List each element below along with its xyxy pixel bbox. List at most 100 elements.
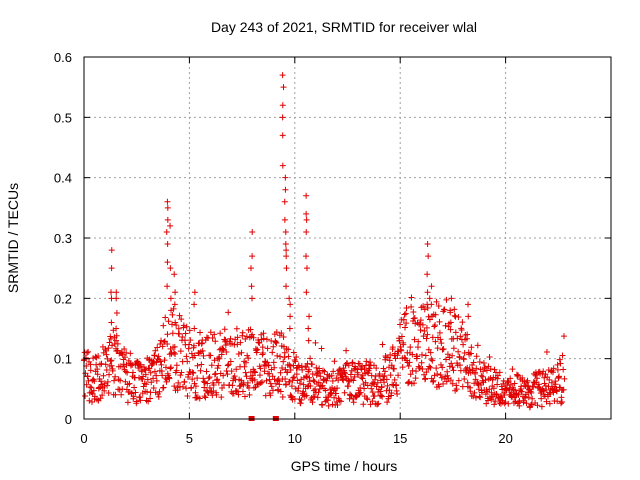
data-point [263,336,270,343]
data-point [368,385,375,392]
data-point [161,338,168,345]
data-point [93,396,100,403]
data-point [184,392,191,399]
data-point [205,375,212,382]
data-point [259,378,266,385]
data-point [477,382,484,389]
data-point [545,383,552,390]
data-point [252,369,259,376]
data-point [317,373,324,380]
data-point [461,376,468,383]
data-point [455,377,462,384]
data-point [148,379,155,386]
data-point [381,372,388,379]
data-point [560,333,567,340]
data-point [191,301,198,308]
data-point [378,383,385,390]
data-point [380,373,387,380]
data-point [274,352,281,359]
data-point [217,330,224,337]
data-point [431,323,438,330]
data-point [104,378,111,385]
data-point [296,364,303,371]
data-point [384,399,391,406]
data-point [234,341,241,348]
data-point [91,378,98,385]
data-point [481,364,488,371]
data-point [554,366,561,373]
data-point [398,333,405,340]
data-point [428,301,435,308]
data-point [402,310,409,317]
data-point [296,380,303,387]
data-point [117,377,124,384]
data-point [159,372,166,379]
data-point [306,313,313,320]
data-point [190,342,197,349]
data-point [144,376,151,383]
data-point [432,338,439,345]
data-point [461,350,468,357]
data-point [86,397,93,404]
data-point [558,394,565,401]
data-point [335,377,342,384]
data-point [283,265,290,272]
data-point [237,382,244,389]
data-point [436,318,443,325]
data-point [449,364,456,371]
data-point [206,373,213,380]
data-point [414,353,421,360]
data-point [186,341,193,348]
data-point [455,348,462,355]
data-point [298,397,305,404]
data-point [224,371,231,378]
data-point [428,356,435,363]
data-point [319,401,326,408]
data-point [176,330,183,337]
data-point [443,378,450,385]
data-point [430,377,437,384]
data-point [277,388,284,395]
data-point [417,327,424,334]
data-point [270,387,277,394]
data-point [126,380,133,387]
data-point [424,331,431,338]
data-point [448,295,455,302]
data-point [403,304,410,311]
data-point [116,386,123,393]
data-point [451,306,458,313]
data-point [534,375,541,382]
data-point [173,367,180,374]
data-point [221,326,228,333]
data-point [511,380,518,387]
data-point [201,393,208,400]
data-point [207,329,214,336]
data-point [241,393,248,400]
data-point [448,360,455,367]
data-point [191,380,198,387]
data-point [303,265,310,272]
data-point [248,283,255,290]
data-point [224,362,231,369]
data-point [421,306,428,313]
data-point [494,381,501,388]
data-point [109,342,116,349]
data-point [340,377,347,384]
data-point [515,391,522,398]
data-point [407,344,414,351]
data-point [470,393,477,400]
data-point [341,389,348,396]
data-point [277,369,284,376]
data-point [204,380,211,387]
data-point [434,371,441,378]
data-point [172,350,179,357]
data-point [320,376,327,383]
x-tick-label: 0 [80,431,87,446]
data-point [295,385,302,392]
data-point [121,346,128,353]
data-point [105,345,112,352]
data-point [147,389,154,396]
data-point [419,365,426,372]
data-point [546,376,553,383]
data-point [418,359,425,366]
